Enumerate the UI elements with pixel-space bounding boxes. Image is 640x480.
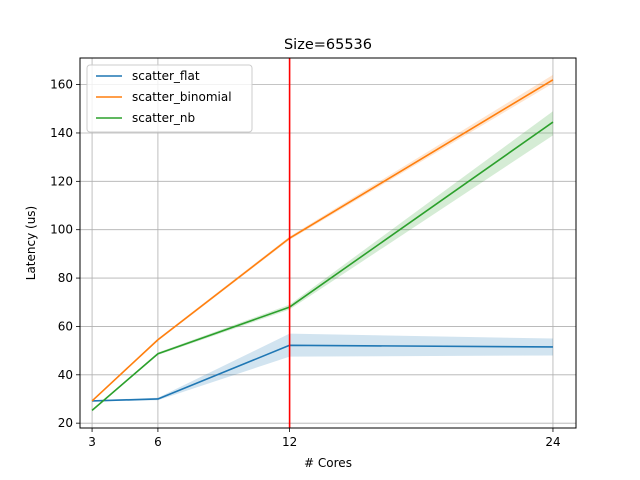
- y-tick-label: 20: [58, 416, 73, 430]
- band-scatter_flat: [92, 333, 553, 402]
- x-tick-label: 3: [88, 435, 96, 449]
- legend-label-scatter_nb: scatter_nb: [132, 111, 195, 125]
- y-tick-label: 120: [50, 174, 73, 188]
- x-axis-label: # Cores: [304, 456, 352, 470]
- y-tick-label: 100: [50, 223, 73, 237]
- y-axis-ticks: 20 40 60 80 100 120 140 160: [50, 78, 80, 430]
- x-tick-label: 24: [545, 435, 560, 449]
- y-tick-label: 160: [50, 78, 73, 92]
- series-lines: [91, 79, 554, 411]
- plot-frame: [79, 57, 577, 429]
- line-scatter_flat: [92, 344, 553, 402]
- legend-label-scatter_binomial: scatter_binomial: [132, 90, 232, 104]
- x-axis-ticks: 3 6 12 24: [88, 428, 561, 449]
- line-scatter_binomial: [91, 79, 554, 402]
- x-tick-label: 6: [154, 435, 162, 449]
- legend-label-scatter_flat: scatter_flat: [132, 69, 200, 83]
- legend: scatter_flat scatter_binomial scatter_nb: [86, 64, 253, 133]
- line-scatter_nb: [91, 121, 554, 411]
- y-tick-label: 40: [58, 368, 73, 382]
- y-tick-label: 140: [50, 126, 73, 140]
- legend-box: [86, 64, 253, 133]
- y-axis-label: Latency (us): [24, 206, 38, 280]
- chart-title: Size=65536: [284, 37, 372, 53]
- y-tick-label: 80: [58, 271, 73, 285]
- y-tick-label: 60: [58, 319, 73, 333]
- x-tick-label: 12: [282, 435, 297, 449]
